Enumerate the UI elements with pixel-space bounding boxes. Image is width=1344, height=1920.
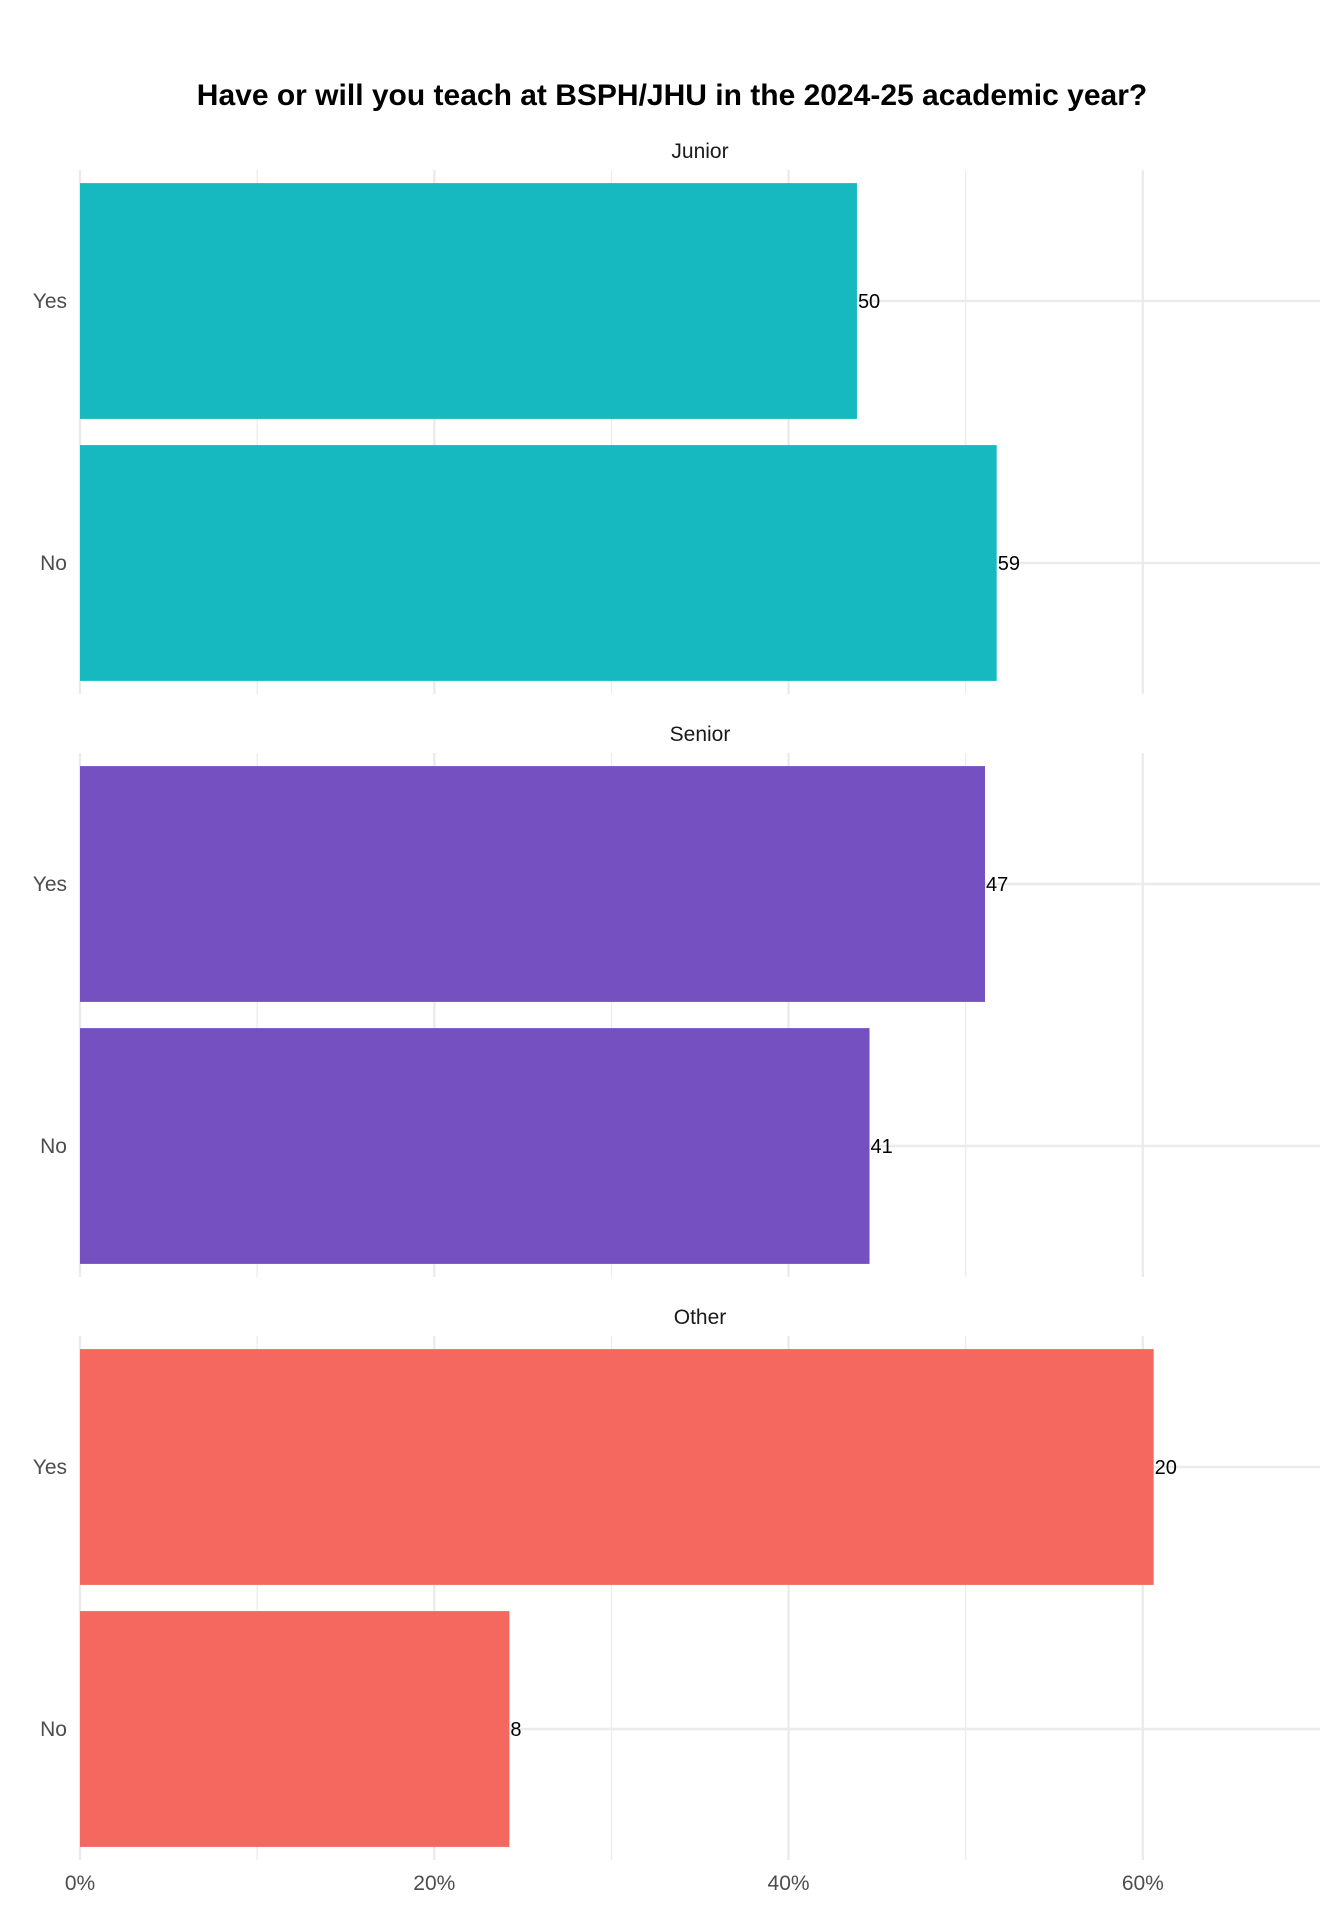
bar-junior-no (80, 445, 997, 681)
x-tick-label: 0% (65, 1872, 95, 1895)
facet-strip-label: Junior (671, 140, 728, 163)
data-label: 41 (871, 1136, 893, 1158)
category-label: Yes (33, 290, 67, 313)
category-label: Yes (33, 873, 67, 896)
facet-junior: Junior Yes 50 No 59 (33, 140, 1320, 694)
category-label: No (40, 1135, 67, 1158)
x-tick-label: 60% (1122, 1872, 1164, 1895)
facet-panels: Junior Yes 50 No 59 Senior Yes 47 No 41 Other Yes 20… (33, 140, 1320, 1860)
x-tick-label: 20% (413, 1872, 455, 1895)
category-label: Yes (33, 1456, 67, 1479)
data-label: 59 (998, 553, 1020, 575)
category-label: No (40, 1718, 67, 1741)
data-label: 8 (510, 1719, 521, 1741)
chart-title: Have or will you teach at BSPH/JHU in th… (197, 79, 1147, 112)
facet-other: Other Yes 20 No 8 (33, 1306, 1320, 1860)
x-axis: 0% 20% 40% 60% (65, 1872, 1164, 1895)
data-label: 20 (1155, 1457, 1177, 1479)
bar-other-no (80, 1611, 510, 1847)
facet-senior: Senior Yes 47 No 41 (33, 723, 1320, 1277)
category-label: No (40, 552, 67, 575)
facet-strip-label: Senior (670, 723, 731, 746)
data-label: 50 (858, 291, 880, 313)
facet-strip-label: Other (674, 1306, 727, 1329)
data-label: 47 (986, 874, 1008, 896)
bar-senior-yes (80, 766, 986, 1002)
bar-junior-yes (80, 183, 857, 419)
bar-senior-no (80, 1028, 870, 1264)
bar-other-yes (80, 1349, 1154, 1585)
x-tick-label: 40% (768, 1872, 810, 1895)
